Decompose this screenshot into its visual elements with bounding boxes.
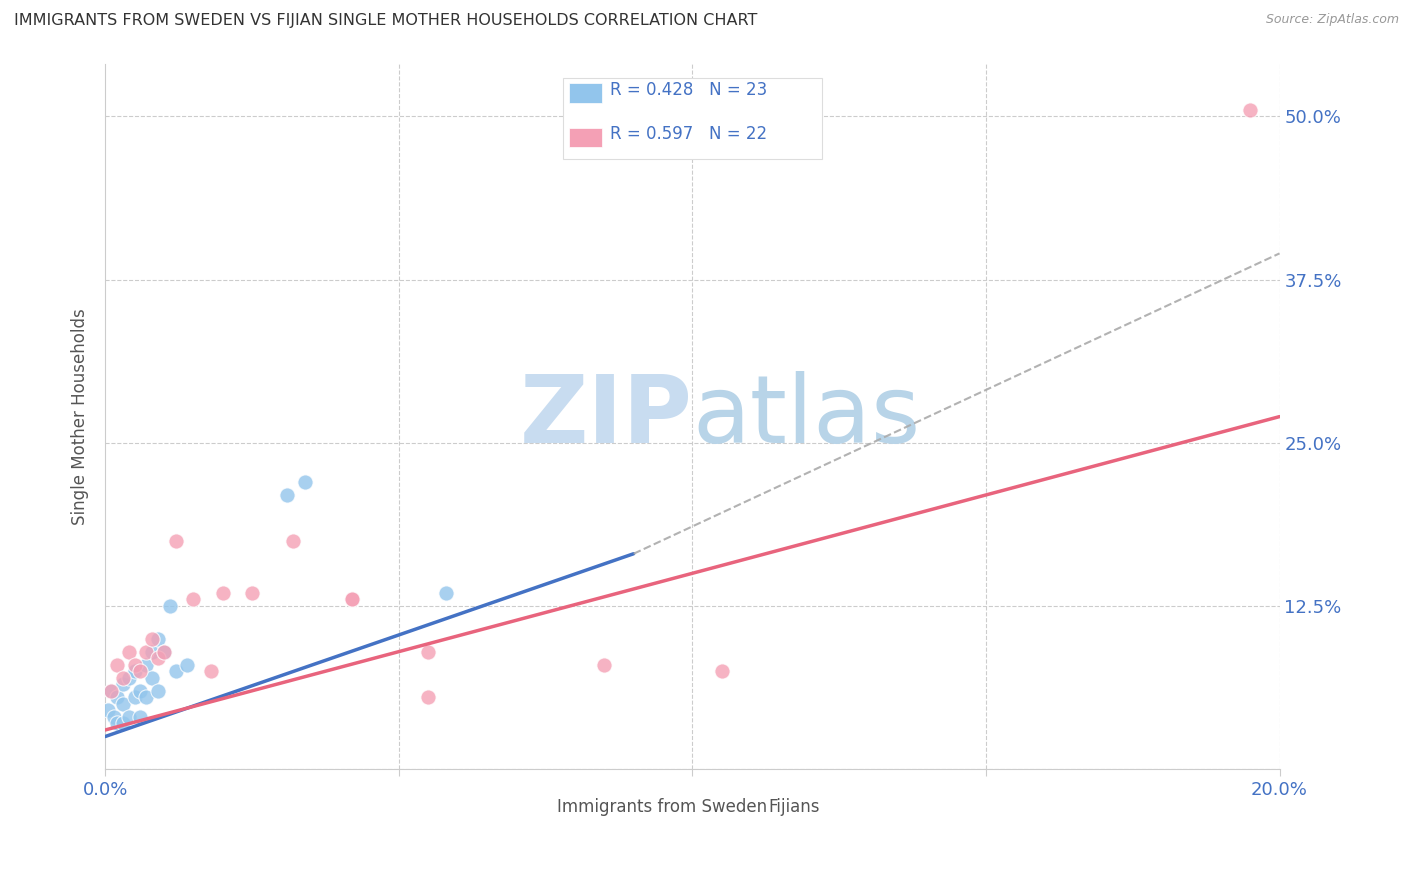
Point bbox=[111, 716, 134, 731]
Point bbox=[418, 645, 440, 659]
Point bbox=[124, 664, 146, 678]
Text: ZIP: ZIP bbox=[519, 370, 692, 463]
Point bbox=[100, 683, 122, 698]
Point bbox=[434, 586, 457, 600]
Text: R = 0.428   N = 23: R = 0.428 N = 23 bbox=[610, 81, 768, 99]
Point bbox=[176, 657, 198, 672]
Point bbox=[124, 690, 146, 705]
Text: Source: ZipAtlas.com: Source: ZipAtlas.com bbox=[1265, 13, 1399, 27]
Point bbox=[105, 716, 128, 731]
Point bbox=[141, 632, 163, 646]
Point bbox=[294, 475, 316, 489]
Text: atlas: atlas bbox=[692, 370, 921, 463]
Y-axis label: Single Mother Households: Single Mother Households bbox=[72, 309, 89, 525]
Point bbox=[165, 533, 187, 548]
Point bbox=[418, 690, 440, 705]
Point bbox=[211, 586, 233, 600]
Point bbox=[111, 677, 134, 691]
Point bbox=[135, 657, 157, 672]
Point bbox=[153, 645, 176, 659]
Point bbox=[146, 632, 169, 646]
Point bbox=[129, 664, 152, 678]
Text: Fijians: Fijians bbox=[769, 797, 820, 815]
FancyBboxPatch shape bbox=[569, 83, 602, 103]
Point bbox=[129, 683, 152, 698]
Point bbox=[281, 533, 304, 548]
Point bbox=[146, 651, 169, 665]
Point bbox=[276, 488, 298, 502]
Point bbox=[97, 703, 120, 717]
Point bbox=[105, 657, 128, 672]
Point bbox=[100, 683, 122, 698]
Point bbox=[118, 710, 141, 724]
Text: Immigrants from Sweden: Immigrants from Sweden bbox=[557, 797, 768, 815]
Point bbox=[153, 645, 176, 659]
Point bbox=[124, 657, 146, 672]
Point bbox=[146, 683, 169, 698]
FancyBboxPatch shape bbox=[734, 795, 763, 820]
Point bbox=[135, 645, 157, 659]
Point bbox=[118, 645, 141, 659]
Text: R = 0.597   N = 22: R = 0.597 N = 22 bbox=[610, 126, 768, 144]
Point bbox=[1239, 103, 1261, 117]
Point bbox=[129, 710, 152, 724]
Point bbox=[111, 671, 134, 685]
Point bbox=[165, 664, 187, 678]
Point bbox=[593, 657, 616, 672]
Point bbox=[105, 690, 128, 705]
Point bbox=[240, 586, 263, 600]
Point bbox=[135, 690, 157, 705]
Text: IMMIGRANTS FROM SWEDEN VS FIJIAN SINGLE MOTHER HOUSEHOLDS CORRELATION CHART: IMMIGRANTS FROM SWEDEN VS FIJIAN SINGLE … bbox=[14, 13, 758, 29]
Point bbox=[141, 671, 163, 685]
Point bbox=[103, 710, 125, 724]
Point bbox=[181, 592, 204, 607]
Point bbox=[111, 697, 134, 711]
Point bbox=[200, 664, 222, 678]
FancyBboxPatch shape bbox=[522, 795, 553, 820]
Point bbox=[340, 592, 363, 607]
Point bbox=[340, 592, 363, 607]
Point bbox=[141, 645, 163, 659]
FancyBboxPatch shape bbox=[569, 128, 602, 147]
Point bbox=[159, 599, 181, 613]
Point bbox=[118, 671, 141, 685]
FancyBboxPatch shape bbox=[564, 78, 821, 160]
Point bbox=[710, 664, 733, 678]
